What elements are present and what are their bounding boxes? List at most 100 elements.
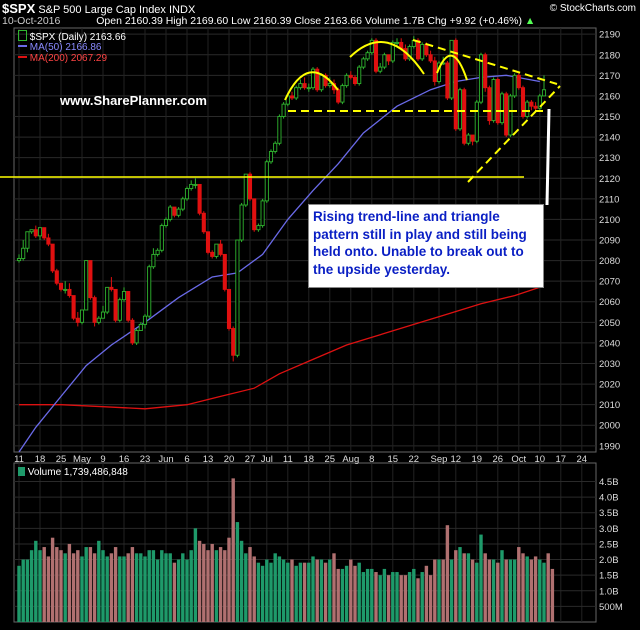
rising-trend-line [467,85,561,183]
volume-bar [269,562,273,622]
volume-bar [550,568,555,622]
candle [189,183,194,189]
volume-bar [59,550,63,622]
volume-bar [67,543,72,622]
y-tick-label: 2060 [599,297,620,308]
volume-bar [441,559,445,622]
candle [394,41,400,44]
candle [16,258,22,262]
volume-bar [538,559,542,622]
volume-bar [454,550,458,622]
x-tick-label: 26 [493,454,504,465]
x-tick-label: 20 [224,454,235,465]
candle [252,198,257,231]
candle [256,225,261,231]
volume-bar [508,559,513,622]
x-tick-label: 6 [184,454,189,465]
candle [180,198,185,210]
candle [294,87,299,99]
candle [466,134,471,144]
candle [243,173,248,206]
candle [537,95,542,109]
vol-y-tick-label: 1.0B [599,586,619,597]
volume-bar [223,550,227,622]
volume-bar [399,575,403,622]
candle [306,87,311,90]
x-tick-label: 18 [35,454,46,465]
x-tick-label: Jul [261,454,273,465]
volume-bar [365,568,370,622]
volume-bar [412,568,416,622]
volume-bar [151,550,156,622]
candle [75,317,80,323]
volume-bar [248,547,252,622]
chg-value: +9.92 (+0.46%) [449,15,522,27]
candle [214,243,219,257]
candle [525,101,530,117]
candle [449,39,454,99]
volume-bar [273,553,277,622]
volume-bar [504,559,508,622]
y-tick-label: 2190 [599,30,620,41]
candle [176,208,181,216]
volume-bar [428,575,433,622]
candle [369,39,374,54]
high-value: 2169.60 [190,15,229,27]
y-tick-label: 2070 [599,277,620,288]
candle [63,288,68,291]
volume-bar [281,559,286,622]
y-tick-label: 2050 [599,318,620,329]
candle [323,74,328,87]
brand-label: © StockCharts.com [549,3,636,14]
volume-bar [71,553,76,622]
vol-y-tick-label: 1.5B [599,571,619,582]
candle [340,85,345,103]
x-tick-label: 25 [56,454,67,465]
candle [357,66,362,85]
candle [508,95,513,136]
volume-bar [92,553,97,622]
candle [130,319,135,344]
volume-bar [533,556,538,622]
vol-y-tick-label: 2.0B [599,555,619,566]
x-tick-label: 8 [369,454,374,465]
candle [71,295,76,319]
candle [222,253,227,290]
candle [541,89,547,97]
volume-bar [46,556,51,622]
head-shoulder-arc-3 [436,54,468,81]
y-tick-label: 2030 [599,359,620,370]
volume-bar [80,556,84,622]
y-tick-label: 2090 [599,236,620,247]
x-tick-label: 13 [203,454,214,465]
candle [92,297,97,323]
y-tick-label: 2100 [599,215,620,226]
volume-bar [437,559,441,622]
volume-bar [529,559,534,622]
candle [46,237,51,245]
candle [352,76,358,85]
candle [470,134,475,142]
volume-bar [420,572,424,622]
volume-bar [302,562,307,622]
volume-bar [134,553,139,622]
candle [105,286,110,313]
candle [529,101,534,107]
candle [151,253,156,268]
candle [415,39,421,60]
x-tick-label: 18 [304,454,315,465]
candle [327,83,332,87]
volume-bar [113,547,118,622]
candle [205,231,211,253]
volume-bar [256,562,261,622]
candle [67,288,72,297]
candle [428,54,433,62]
candle [378,66,383,72]
x-tick-label: 16 [119,454,130,465]
y-tick-label: 2040 [599,338,620,349]
candle [155,249,160,255]
volume-label: Volume [364,15,400,27]
candle [58,282,64,290]
volume-bar [231,478,235,622]
volume-bar [462,553,466,622]
